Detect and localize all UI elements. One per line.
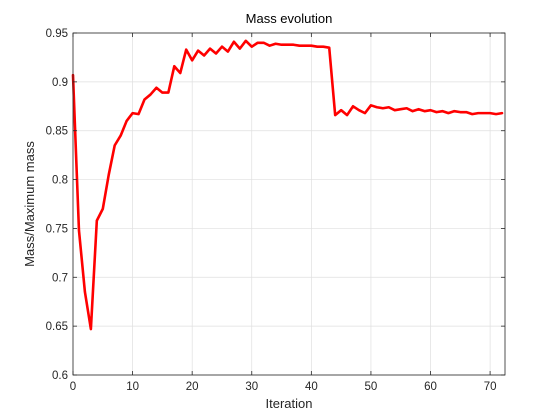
y-tick-label: 0.75 [46,223,68,235]
y-tick-label: 0.65 [46,321,68,333]
y-tick-label: 0.7 [52,272,68,284]
x-tick-label: 40 [305,381,318,393]
y-tick-label: 0.9 [52,77,68,89]
x-tick-label: 30 [245,381,258,393]
x-tick-label: 50 [365,381,378,393]
y-tick-label: 0.85 [46,126,68,138]
series-line [71,39,504,331]
x-tick-label: 10 [126,381,139,393]
chart-title: Mass evolution [246,11,333,26]
ticks: 0 10 20 30 40 50 60 70 0.6 0.65 0.7 0.75 0.8 0.85 0.9 0… [46,28,505,393]
y-tick-label: 0.95 [46,28,68,40]
axes-box [72,32,506,376]
plot-area [73,33,505,375]
x-tick-label: 60 [424,381,437,393]
y-tick-label: 0.6 [52,370,68,382]
x-tick-label: 70 [484,381,497,393]
series-layer [71,39,504,331]
y-axis-label: Mass/Maximum mass [22,141,37,267]
y-tick-label: 0.8 [52,175,68,187]
x-tick-label: 0 [70,381,76,393]
x-tick-label: 20 [186,381,199,393]
x-axis-label: Iteration [266,396,313,411]
